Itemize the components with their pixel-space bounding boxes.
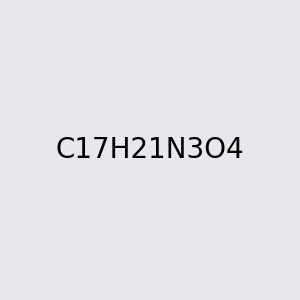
Text: C17H21N3O4: C17H21N3O4 bbox=[56, 136, 244, 164]
